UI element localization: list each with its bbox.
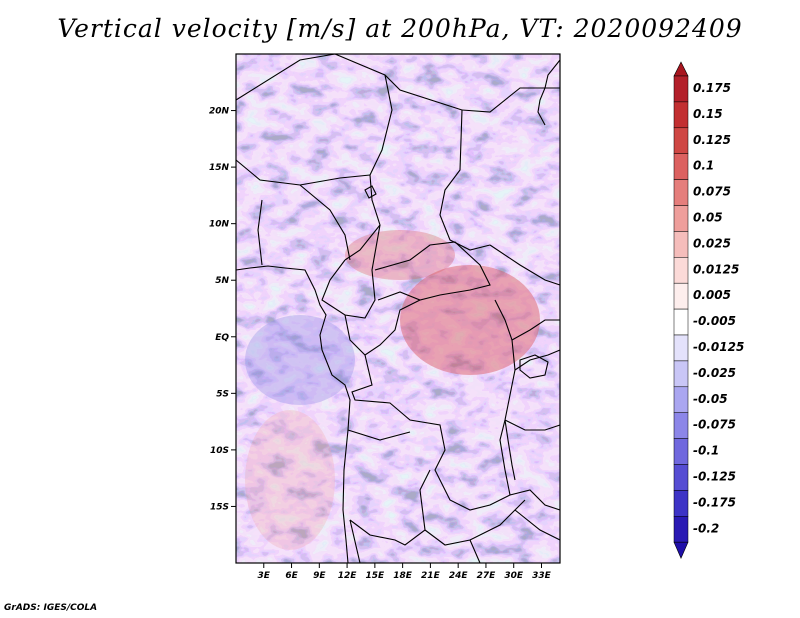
chart-title: Vertical velocity [m/s] at 200hPa, VT: 2… bbox=[57, 14, 743, 43]
colorbar-label: -0.005 bbox=[693, 314, 736, 328]
colorbar-label: -0.05 bbox=[693, 392, 728, 406]
lat-tick-label: 15N bbox=[209, 163, 230, 173]
colorbar-swatch bbox=[673, 153, 689, 180]
lon-tick-label: 3E bbox=[258, 571, 271, 581]
colorbar-label: -0.2 bbox=[693, 521, 719, 535]
grads-credit: GrADS: IGES/COLA bbox=[4, 603, 98, 613]
map-field bbox=[236, 54, 560, 563]
lat-tick-label: 5S bbox=[216, 389, 229, 399]
lat-tick-label: 10S bbox=[210, 446, 229, 456]
colorbar-swatch bbox=[673, 179, 689, 206]
colorbar-swatch bbox=[673, 360, 689, 388]
colorbar-label: 0.0125 bbox=[693, 262, 739, 276]
colorbar-bottom-arrow bbox=[673, 541, 689, 559]
border-car bbox=[374, 241, 491, 301]
map-frame bbox=[235, 53, 561, 564]
colorbar-label: 0.15 bbox=[693, 107, 723, 121]
colorbar-swatch bbox=[673, 386, 689, 413]
convection-band bbox=[345, 230, 455, 280]
lake-chad bbox=[364, 185, 377, 199]
colorbar-label: 0.05 bbox=[693, 211, 723, 225]
lat-tick-label: 20N bbox=[209, 107, 230, 117]
border-zambia bbox=[424, 499, 526, 546]
colorbar-swatch bbox=[673, 282, 689, 310]
convection-core bbox=[400, 265, 540, 375]
colorbar-swatch bbox=[673, 438, 689, 465]
lon-tick-label: 33E bbox=[532, 571, 552, 581]
lake-victoria bbox=[519, 354, 549, 379]
colorbar-label: 0.1 bbox=[693, 159, 714, 173]
colorbar-swatch bbox=[673, 464, 689, 491]
border-chad bbox=[344, 74, 393, 261]
colorbar-label: -0.025 bbox=[693, 366, 736, 380]
border-angola bbox=[347, 429, 431, 546]
colorbar-swatch bbox=[673, 205, 689, 232]
lat-tick-label: 15S bbox=[210, 502, 229, 512]
coastline-east bbox=[537, 59, 561, 126]
colorbar-swatch bbox=[673, 334, 689, 362]
country-borders bbox=[235, 53, 561, 564]
lon-tick-label: 24E bbox=[449, 571, 469, 581]
colorbar-label: 0.075 bbox=[693, 185, 731, 199]
colorbar-swatch bbox=[673, 101, 689, 129]
latitude-axis: 20N 15N 10N 5N EQ 5S 10S 15S bbox=[209, 107, 236, 512]
colorbar-label: -0.175 bbox=[693, 495, 736, 509]
lat-tick-label: 10N bbox=[209, 220, 230, 230]
lon-tick-label: 18E bbox=[393, 571, 413, 581]
colorbar-top-arrow bbox=[673, 61, 689, 77]
longitude-axis: 3E 6E 9E 12E 15E 18E 21E 24E 27E 30E 33E bbox=[258, 563, 552, 581]
border-sudan bbox=[461, 87, 561, 286]
colorbar-swatch bbox=[673, 127, 689, 154]
colorbar-swatch bbox=[673, 490, 689, 517]
border-nigeria bbox=[257, 184, 351, 266]
lon-tick-label: 15E bbox=[366, 571, 386, 581]
lon-tick-label: 6E bbox=[285, 571, 298, 581]
border-cameroon bbox=[321, 224, 381, 319]
colorbar-label: -0.0125 bbox=[693, 340, 744, 354]
border-drc bbox=[351, 299, 516, 511]
colorbar-label: 0.175 bbox=[693, 81, 731, 95]
colorbar-swatch bbox=[673, 231, 689, 258]
field-noise bbox=[236, 54, 560, 563]
colorbar-label: -0.075 bbox=[693, 418, 736, 432]
lat-tick-label: 5N bbox=[215, 276, 229, 286]
colorbar-swatch bbox=[673, 75, 689, 103]
lon-tick-label: 9E bbox=[313, 571, 326, 581]
lon-tick-label: 12E bbox=[338, 571, 358, 581]
lon-tick-label: 27E bbox=[477, 571, 497, 581]
colorbar-label: -0.1 bbox=[693, 444, 719, 458]
border-south bbox=[349, 509, 561, 564]
colorbar: 0.175 0.15 0.125 0.1 0.075 0.05 0.025 0.0125 0.0… bbox=[673, 61, 744, 559]
gulf-guinea-area bbox=[245, 315, 355, 405]
coastline-west bbox=[235, 265, 351, 564]
lake-tanganyika bbox=[504, 419, 516, 481]
colorbar-swatch bbox=[673, 412, 689, 439]
colorbar-swatch bbox=[673, 257, 689, 284]
lon-tick-label: 30E bbox=[504, 571, 524, 581]
border-congo bbox=[344, 299, 421, 356]
lon-tick-label: 21E bbox=[421, 571, 441, 581]
colorbar-label: -0.125 bbox=[693, 470, 736, 484]
colorbar-swatch bbox=[673, 308, 689, 336]
colorbar-label: 0.125 bbox=[693, 133, 731, 147]
south-atlantic-band bbox=[245, 410, 335, 550]
colorbar-label: 0.025 bbox=[693, 236, 731, 250]
colorbar-swatch bbox=[673, 516, 689, 543]
colorbar-label: 0.005 bbox=[693, 288, 731, 302]
border-north bbox=[235, 53, 491, 251]
lat-tick-label: EQ bbox=[215, 333, 229, 343]
